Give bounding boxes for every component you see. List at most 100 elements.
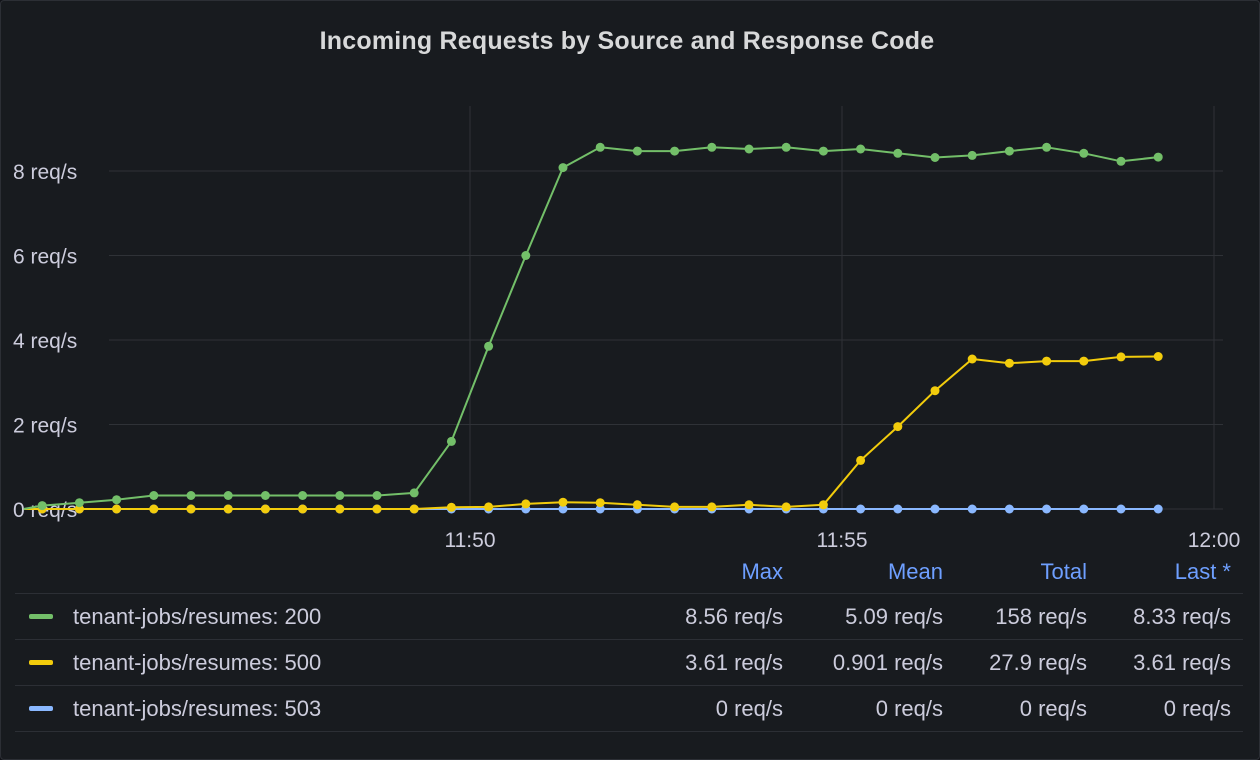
data-point[interactable]	[74, 504, 84, 514]
data-point[interactable]	[893, 504, 903, 514]
data-point[interactable]	[112, 495, 122, 505]
data-point[interactable]	[1079, 504, 1089, 514]
data-point[interactable]	[930, 504, 940, 514]
data-point[interactable]	[967, 354, 977, 364]
data-point[interactable]	[893, 148, 903, 158]
data-point[interactable]	[1116, 504, 1126, 514]
series-line	[23, 355, 1159, 510]
data-point[interactable]	[632, 146, 642, 156]
data-point[interactable]	[186, 504, 196, 514]
legend-series-name[interactable]: tenant-jobs/resumes: 500	[73, 649, 322, 675]
series-color-swatch[interactable]	[29, 706, 53, 711]
legend-total-value: 158 req/s	[995, 603, 1087, 629]
data-point[interactable]	[223, 504, 233, 514]
data-point[interactable]	[1004, 358, 1014, 368]
legend-mean-value: 0 req/s	[875, 695, 943, 721]
data-point[interactable]	[967, 150, 977, 160]
legend-header-last[interactable]: Last *	[1174, 559, 1231, 584]
legend-header-max[interactable]: Max	[741, 559, 783, 584]
data-point[interactable]	[856, 144, 866, 154]
data-point[interactable]	[74, 498, 84, 508]
data-point[interactable]	[1042, 504, 1052, 514]
data-point[interactable]	[446, 436, 456, 446]
data-point[interactable]	[930, 153, 940, 162]
data-point[interactable]	[149, 504, 159, 514]
data-point[interactable]	[298, 504, 308, 514]
legend-series-name[interactable]: tenant-jobs/resumes: 503	[73, 695, 322, 721]
data-point[interactable]	[1079, 148, 1089, 158]
data-point[interactable]	[409, 504, 419, 514]
data-point[interactable]	[521, 251, 531, 260]
data-point[interactable]	[558, 163, 568, 173]
data-point[interactable]	[856, 504, 866, 514]
legend-header-total[interactable]: Total	[1040, 559, 1087, 584]
y-axis: 0 req/s2 req/s4 req/s6 req/s8 req/s	[13, 161, 77, 522]
data-point[interactable]	[781, 502, 791, 512]
x-tick-label: 11:55	[817, 529, 868, 552]
data-point[interactable]	[1079, 356, 1089, 366]
data-point[interactable]	[595, 504, 605, 514]
series-tenant-jobs-resumes-200[interactable]	[23, 142, 1163, 511]
legend-last-value: 3.61 req/s	[1133, 649, 1231, 675]
series-tenant-jobs-resumes-500[interactable]	[23, 352, 1163, 514]
data-point[interactable]	[521, 499, 531, 509]
data-point[interactable]	[744, 500, 754, 510]
data-point[interactable]	[1004, 504, 1014, 514]
data-point[interactable]	[298, 491, 308, 500]
data-point[interactable]	[1116, 156, 1126, 166]
data-point[interactable]	[670, 502, 680, 512]
data-point[interactable]	[149, 491, 159, 500]
data-point[interactable]	[781, 142, 791, 152]
data-point[interactable]	[707, 142, 717, 152]
data-point[interactable]	[335, 504, 345, 514]
data-point[interactable]	[260, 504, 270, 514]
data-point[interactable]	[744, 144, 754, 154]
legend-row[interactable]: tenant-jobs/resumes: 500 3.61 req/s 0.90…	[15, 640, 1243, 686]
data-point[interactable]	[558, 497, 568, 507]
y-tick-label: 4 req/s	[13, 330, 77, 353]
data-point[interactable]	[632, 500, 642, 510]
data-point[interactable]	[930, 386, 940, 396]
data-point[interactable]	[707, 502, 717, 512]
data-point[interactable]	[223, 491, 233, 500]
data-point[interactable]	[484, 341, 494, 351]
series-color-swatch[interactable]	[29, 614, 53, 619]
data-point[interactable]	[484, 502, 494, 512]
data-point[interactable]	[1116, 352, 1126, 362]
legend-last-value: 8.33 req/s	[1133, 603, 1231, 629]
data-point[interactable]	[856, 455, 866, 465]
data-point[interactable]	[595, 142, 605, 152]
legend-row[interactable]: tenant-jobs/resumes: 200 8.56 req/s 5.09…	[15, 594, 1243, 640]
data-point[interactable]	[893, 422, 903, 432]
data-point[interactable]	[595, 498, 605, 508]
data-point[interactable]	[967, 504, 977, 514]
series-color-swatch[interactable]	[29, 660, 53, 665]
data-point[interactable]	[1153, 504, 1163, 514]
data-point[interactable]	[372, 491, 382, 500]
data-point[interactable]	[409, 488, 419, 498]
legend-total-value: 27.9 req/s	[989, 649, 1087, 675]
data-point[interactable]	[818, 146, 828, 156]
panel-title[interactable]: Incoming Requests by Source and Response…	[319, 27, 935, 55]
data-point[interactable]	[446, 502, 456, 512]
data-point[interactable]	[1153, 352, 1163, 361]
data-point[interactable]	[1042, 356, 1052, 366]
data-point[interactable]	[186, 491, 196, 500]
data-point[interactable]	[37, 501, 47, 511]
legend-row[interactable]: tenant-jobs/resumes: 503 0 req/s 0 req/s…	[15, 686, 1243, 732]
data-point[interactable]	[670, 146, 680, 156]
legend-series-name[interactable]: tenant-jobs/resumes: 200	[73, 603, 322, 629]
data-point[interactable]	[1004, 146, 1014, 156]
legend-header-mean[interactable]: Mean	[887, 559, 943, 584]
data-point[interactable]	[112, 504, 122, 514]
data-point[interactable]	[1153, 152, 1163, 162]
legend-header: Max Mean Total Last *	[15, 551, 1243, 594]
data-point[interactable]	[260, 491, 270, 500]
data-point[interactable]	[372, 504, 382, 514]
legend-max-value: 3.61 req/s	[685, 649, 783, 675]
data-point[interactable]	[335, 491, 345, 500]
data-point[interactable]	[1042, 142, 1052, 152]
data-point[interactable]	[818, 500, 828, 510]
chart-plot[interactable]: 0 req/s2 req/s4 req/s6 req/s8 req/s 11:5…	[1, 1, 1259, 561]
data-point[interactable]	[558, 504, 568, 514]
